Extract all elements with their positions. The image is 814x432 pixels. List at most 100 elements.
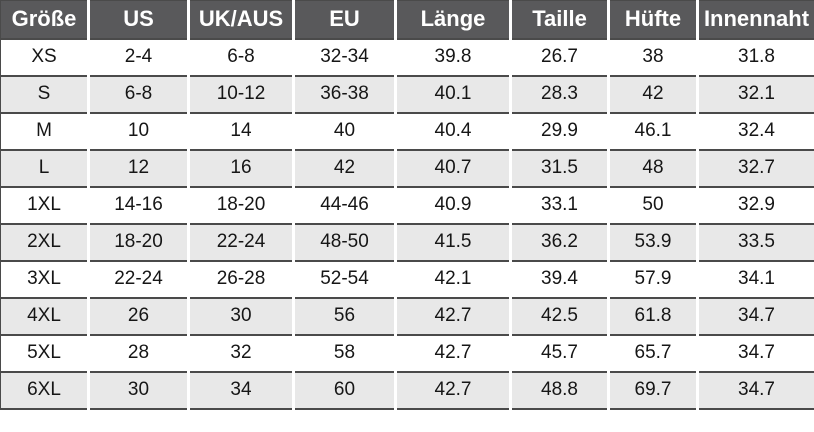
table-cell: 12: [88, 148, 190, 187]
table-cell: 22-24: [88, 259, 190, 298]
table-cell: 26-28: [188, 259, 295, 298]
table-cell: 34.1: [697, 259, 814, 298]
table-cell: 18-20: [188, 185, 295, 224]
size-label-cell: 1XL: [0, 185, 90, 224]
table-cell: 36.2: [510, 222, 610, 261]
table-cell: 30: [88, 370, 190, 409]
table-cell: 34.7: [697, 370, 814, 409]
table-cell: 39.4: [510, 259, 610, 298]
table-cell: 32.9: [697, 185, 814, 224]
table-cell: 32-34: [293, 37, 397, 76]
header-cell: Größe: [0, 0, 90, 39]
table-row: 1XL 14-16 18-20 44-46 40.9 33.1 50 32.9: [0, 185, 814, 224]
table-cell: 29.9: [510, 111, 610, 150]
table-cell: 52-54: [293, 259, 397, 298]
table-cell: 22-24: [188, 222, 295, 261]
header-cell: UK/AUS: [188, 0, 295, 39]
table-cell: 16: [188, 148, 295, 187]
table-row: 2XL 18-20 22-24 48-50 41.5 36.2 53.9 33.5: [0, 222, 814, 261]
header-row: Größe US UK/AUS EU Länge Taille Hüfte Innennaht: [0, 0, 814, 39]
table-cell: 50: [608, 185, 699, 224]
table-cell: 32.4: [697, 111, 814, 150]
table-cell: 2-4: [88, 37, 190, 76]
header-cell: Innennaht: [697, 0, 814, 39]
table-cell: 39.8: [395, 37, 512, 76]
table-cell: 61.8: [608, 296, 699, 335]
table-cell: 48-50: [293, 222, 397, 261]
table-cell: 45.7: [510, 333, 610, 372]
size-label-cell: 6XL: [0, 370, 90, 409]
table-row: 4XL 26 30 56 42.7 42.5 61.8 34.7: [0, 296, 814, 335]
table-cell: 41.5: [395, 222, 512, 261]
size-chart-body: XS 2-4 6-8 32-34 39.8 26.7 38 31.8 S 6-8 10-12 36-3…: [0, 37, 814, 409]
table-cell: 44-46: [293, 185, 397, 224]
size-label-cell: S: [0, 74, 90, 113]
table-cell: 57.9: [608, 259, 699, 298]
table-cell: 32.1: [697, 74, 814, 113]
size-label-cell: 2XL: [0, 222, 90, 261]
table-cell: 6-8: [88, 74, 190, 113]
table-cell: 42.7: [395, 333, 512, 372]
header-cell: Länge: [395, 0, 512, 39]
size-label-cell: 4XL: [0, 296, 90, 335]
header-cell: US: [88, 0, 190, 39]
table-cell: 28: [88, 333, 190, 372]
table-row: L 12 16 42 40.7 31.5 48 32.7: [0, 148, 814, 187]
table-cell: 42.7: [395, 296, 512, 335]
table-cell: 38: [608, 37, 699, 76]
table-cell: 56: [293, 296, 397, 335]
size-label-cell: M: [0, 111, 90, 150]
table-cell: 33.1: [510, 185, 610, 224]
table-cell: 31.8: [697, 37, 814, 76]
table-cell: 48.8: [510, 370, 610, 409]
table-cell: 34: [188, 370, 295, 409]
table-cell: 26.7: [510, 37, 610, 76]
table-row: M 10 14 40 40.4 29.9 46.1 32.4: [0, 111, 814, 150]
table-cell: 48: [608, 148, 699, 187]
table-cell: 18-20: [88, 222, 190, 261]
header-cell: EU: [293, 0, 397, 39]
table-cell: 28.3: [510, 74, 610, 113]
size-label-cell: 3XL: [0, 259, 90, 298]
table-row: XS 2-4 6-8 32-34 39.8 26.7 38 31.8: [0, 37, 814, 76]
table-cell: 69.7: [608, 370, 699, 409]
table-cell: 42.5: [510, 296, 610, 335]
table-cell: 14: [188, 111, 295, 150]
size-label-cell: 5XL: [0, 333, 90, 372]
table-cell: 10: [88, 111, 190, 150]
table-cell: 40: [293, 111, 397, 150]
table-cell: 30: [188, 296, 295, 335]
table-row: S 6-8 10-12 36-38 40.1 28.3 42 32.1: [0, 74, 814, 113]
table-row: 3XL 22-24 26-28 52-54 42.1 39.4 57.9 34.1: [0, 259, 814, 298]
table-cell: 58: [293, 333, 397, 372]
table-cell: 6-8: [188, 37, 295, 76]
table-cell: 53.9: [608, 222, 699, 261]
table-cell: 40.7: [395, 148, 512, 187]
table-cell: 33.5: [697, 222, 814, 261]
table-cell: 60: [293, 370, 397, 409]
table-cell: 42.7: [395, 370, 512, 409]
table-cell: 26: [88, 296, 190, 335]
header-cell: Hüfte: [608, 0, 699, 39]
size-label-cell: XS: [0, 37, 90, 76]
table-cell: 42: [608, 74, 699, 113]
table-row: 5XL 28 32 58 42.7 45.7 65.7 34.7: [0, 333, 814, 372]
table-cell: 40.1: [395, 74, 512, 113]
table-cell: 34.7: [697, 333, 814, 372]
table-cell: 10-12: [188, 74, 295, 113]
table-cell: 34.7: [697, 296, 814, 335]
table-cell: 31.5: [510, 148, 610, 187]
table-cell: 32.7: [697, 148, 814, 187]
header-cell: Taille: [510, 0, 610, 39]
table-cell: 42: [293, 148, 397, 187]
table-cell: 40.4: [395, 111, 512, 150]
table-cell: 36-38: [293, 74, 397, 113]
size-chart-header: Größe US UK/AUS EU Länge Taille Hüfte Innennaht: [0, 0, 814, 39]
table-row: 6XL 30 34 60 42.7 48.8 69.7 34.7: [0, 370, 814, 409]
size-chart-table: Größe US UK/AUS EU Länge Taille Hüfte Innennaht…: [0, 0, 814, 410]
table-cell: 14-16: [88, 185, 190, 224]
table-cell: 65.7: [608, 333, 699, 372]
table-cell: 42.1: [395, 259, 512, 298]
table-cell: 46.1: [608, 111, 699, 150]
